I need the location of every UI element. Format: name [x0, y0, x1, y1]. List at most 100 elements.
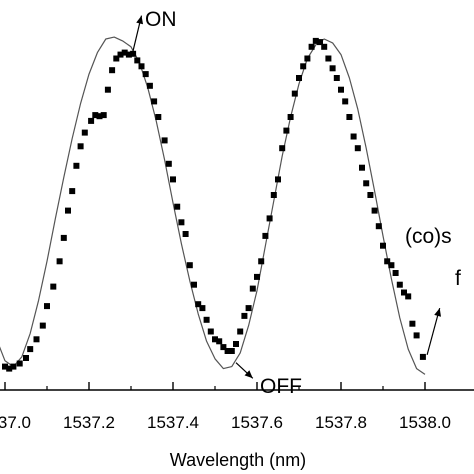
data-point: [100, 112, 107, 119]
data-point: [338, 86, 344, 93]
data-point: [212, 336, 218, 343]
data-point: [312, 37, 319, 44]
data-point: [333, 75, 340, 81]
data-point: [367, 192, 374, 198]
data-point: [23, 355, 29, 361]
data-point: [396, 281, 403, 288]
data-point: [16, 360, 23, 367]
annotation-on: ON: [132, 8, 177, 51]
data-point: [228, 348, 235, 354]
data-point: [384, 258, 391, 265]
data-point: [60, 234, 67, 241]
annotation-f: f: [426, 267, 461, 356]
data-point: [321, 43, 328, 50]
data-point: [186, 262, 193, 269]
annotation-off: OFF: [235, 362, 302, 398]
data-point: [174, 203, 181, 210]
data-point: [300, 63, 307, 70]
x-tick-label: 1537.4: [147, 413, 199, 432]
data-point: [199, 305, 206, 312]
data-point: [392, 270, 399, 276]
data-point: [73, 162, 80, 169]
data-point: [346, 114, 353, 120]
data-point: [363, 180, 370, 187]
data-point: [304, 55, 311, 62]
x-tick-label: 1538.0: [399, 413, 451, 432]
data-point: [195, 301, 202, 308]
data-point: [81, 129, 88, 136]
data-point: [266, 215, 273, 222]
data-point: [88, 117, 95, 124]
x-tick-label: 1537.8: [315, 413, 367, 432]
data-point: [65, 207, 71, 214]
data-point: [207, 328, 214, 335]
data-point: [2, 363, 8, 370]
data-point: [413, 332, 420, 339]
data-point: [270, 192, 277, 198]
data-point: [220, 344, 227, 351]
data-point: [409, 320, 416, 327]
data-point: [380, 242, 386, 249]
data-point: [279, 145, 286, 152]
data-point: [258, 258, 265, 265]
data-point: [178, 219, 185, 226]
annotation-f-label: f: [455, 267, 461, 290]
annotation-cos-label: (co)s: [405, 225, 452, 248]
data-point: [138, 63, 145, 70]
data-point: [291, 90, 298, 97]
data-point: [6, 365, 13, 372]
fit-curve: [0, 36, 426, 375]
data-point: [401, 289, 407, 296]
data-point: [224, 348, 231, 354]
x-tick-label: 1537.6: [231, 413, 283, 432]
data-point: [130, 50, 137, 57]
data-point: [249, 285, 256, 292]
data-point: [329, 65, 336, 72]
data-point: [388, 262, 395, 269]
data-point: [125, 51, 132, 58]
data-point: [287, 114, 294, 120]
x-axis-label: Wavelength (nm): [170, 450, 306, 470]
fit-curve-layer: [0, 36, 426, 375]
x-tick-label: 1537.0: [0, 413, 31, 432]
data-point: [39, 322, 46, 329]
data-point: [151, 98, 158, 105]
data-point: [191, 281, 197, 288]
data-point: [33, 336, 40, 343]
data-point: [109, 67, 116, 74]
data-point: [96, 113, 103, 120]
data-point: [359, 164, 365, 171]
data-point: [50, 283, 57, 290]
data-point: [77, 143, 84, 150]
data-point: [419, 353, 426, 360]
data-point: [104, 86, 111, 93]
data-point: [296, 75, 302, 81]
annotation-on-label: ON: [145, 8, 177, 31]
annotation-on-arrowhead: [136, 15, 144, 25]
data-point: [371, 207, 378, 214]
data-point: [113, 55, 120, 62]
annotation-off-label: OFF: [260, 375, 302, 398]
annotation-off-arrowhead: [244, 370, 253, 379]
data-point: [44, 303, 50, 310]
data-point: [146, 82, 153, 89]
x-tick-label: 1537.2: [63, 413, 115, 432]
data-point: [155, 114, 162, 120]
data-point: [233, 341, 239, 347]
data-point: [203, 316, 210, 323]
data-point: [283, 127, 290, 134]
data-point: [165, 160, 172, 167]
annotation-f-arrowhead: [434, 308, 441, 317]
data-point: [69, 188, 76, 195]
data-point: [375, 223, 382, 230]
data-point: [170, 176, 176, 183]
x-ticks: 1537.0 1537.2 1537.4 1537.6 1537.8 1538.0: [0, 382, 451, 432]
data-point: [182, 231, 189, 237]
data-point: [405, 293, 412, 300]
data-point: [56, 258, 63, 265]
data-point: [237, 328, 244, 335]
data-point: [10, 363, 17, 370]
data-points-layer: [2, 37, 426, 372]
data-point: [354, 145, 361, 152]
